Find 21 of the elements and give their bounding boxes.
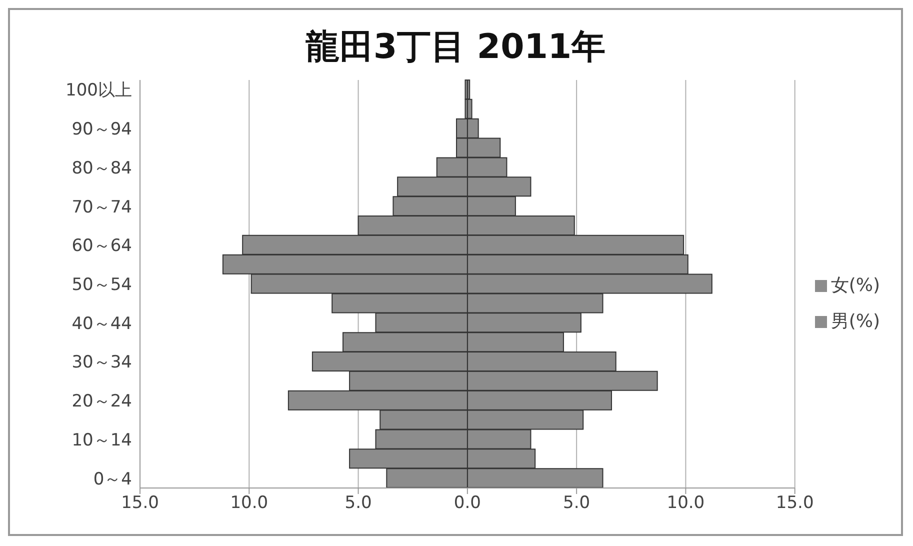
y-tick-label: 10～14 xyxy=(72,430,132,450)
chart-title: 龍田3丁目 2011年 xyxy=(304,26,607,69)
legend-label: 男(%) xyxy=(830,311,880,332)
y-tick-label: 20～24 xyxy=(72,392,132,412)
x-tick-label: 15.0 xyxy=(776,493,814,514)
y-tick-label: 0～4 xyxy=(93,469,132,490)
x-tick-label: 10.0 xyxy=(230,493,268,514)
y-tick-label: 90～94 xyxy=(72,120,132,140)
y-tick-label: 30～34 xyxy=(72,352,132,373)
y-tick-label: 60～64 xyxy=(72,236,132,256)
y-tick-label: 40～44 xyxy=(72,314,132,334)
x-tick-label: 5.0 xyxy=(563,493,590,514)
x-tick-label: 10.0 xyxy=(666,493,705,514)
y-tick-label: 50～54 xyxy=(72,275,132,296)
x-tick-label: 0.0 xyxy=(454,493,481,514)
y-tick-label: 70～74 xyxy=(72,197,132,218)
legend-label: 女(%) xyxy=(830,275,880,296)
x-tick-label: 5.0 xyxy=(344,493,372,514)
y-tick-label: 100以上 xyxy=(66,80,132,101)
y-tick-label: 80～84 xyxy=(72,158,132,178)
x-tick-label: 15.0 xyxy=(121,493,159,514)
